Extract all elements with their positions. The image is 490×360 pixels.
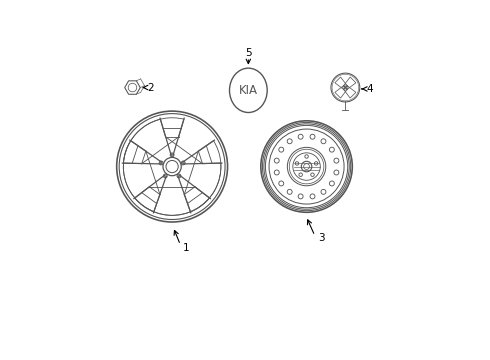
- Text: 5: 5: [245, 48, 252, 58]
- Text: 2: 2: [147, 82, 154, 93]
- Text: KIA: KIA: [239, 84, 258, 97]
- Text: 3: 3: [318, 233, 324, 243]
- Text: 4: 4: [367, 84, 373, 94]
- Text: 1: 1: [183, 243, 189, 253]
